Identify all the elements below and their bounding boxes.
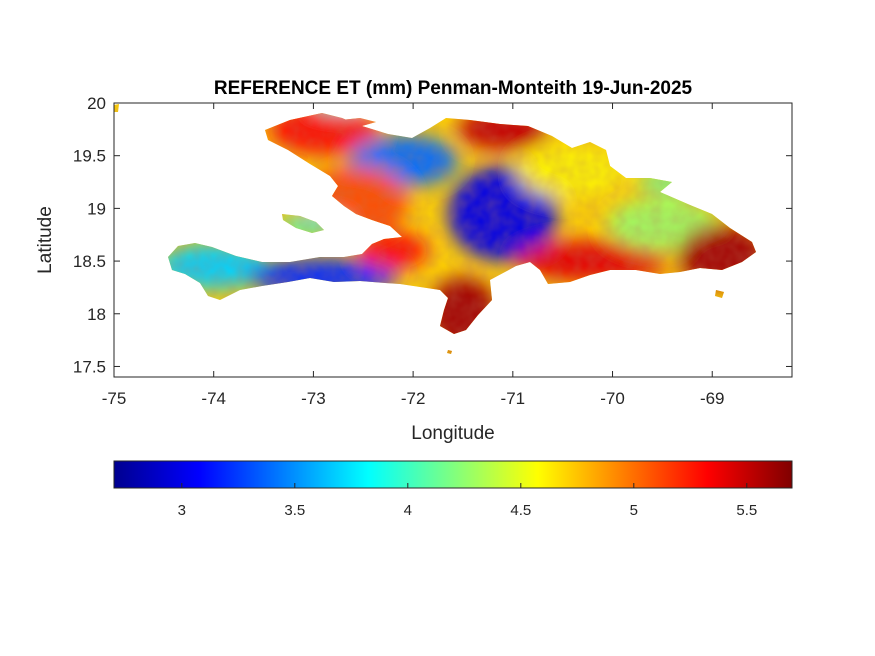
x-tick-label: -69 bbox=[700, 389, 725, 408]
y-tick-label: 18 bbox=[87, 305, 106, 324]
colorbar-tick-label: 5 bbox=[630, 502, 638, 519]
x-tick-label: -71 bbox=[501, 389, 526, 408]
y-tick-label: 20 bbox=[87, 94, 106, 113]
x-tick-label: -75 bbox=[102, 389, 127, 408]
y-axis: 17.5 18 18.5 19 19.5 20 bbox=[73, 94, 792, 376]
x-axis: -75 -74 -73 -72 -71 -70 -69 bbox=[102, 103, 725, 408]
y-tick-label: 19.5 bbox=[73, 147, 106, 166]
y-tick-label: 17.5 bbox=[73, 357, 106, 376]
colorbar-gradient bbox=[113, 460, 793, 489]
plot-frame bbox=[113, 102, 793, 378]
x-tick-label: -70 bbox=[600, 389, 625, 408]
y-tick-label: 18.5 bbox=[73, 252, 106, 271]
et-raster bbox=[114, 104, 756, 354]
y-axis-label: Latitude bbox=[35, 206, 56, 274]
colorbar-tick-label: 4 bbox=[404, 502, 412, 519]
colorbar-tick-label: 3.5 bbox=[284, 502, 305, 519]
x-tick-label: -73 bbox=[301, 389, 326, 408]
colorbar: 3 3.5 4 4.5 5 5.5 bbox=[113, 460, 793, 519]
x-axis-label: Longitude bbox=[411, 423, 494, 444]
chart-title: REFERENCE ET (mm) Penman-Monteith 19-Jun… bbox=[214, 78, 693, 99]
colorbar-tick-label: 5.5 bbox=[736, 502, 757, 519]
x-tick-label: -74 bbox=[201, 389, 226, 408]
colorbar-tick-label: 4.5 bbox=[510, 502, 531, 519]
x-tick-label: -72 bbox=[401, 389, 426, 408]
y-tick-label: 19 bbox=[87, 199, 106, 218]
colorbar-tick-label: 3 bbox=[178, 502, 186, 519]
